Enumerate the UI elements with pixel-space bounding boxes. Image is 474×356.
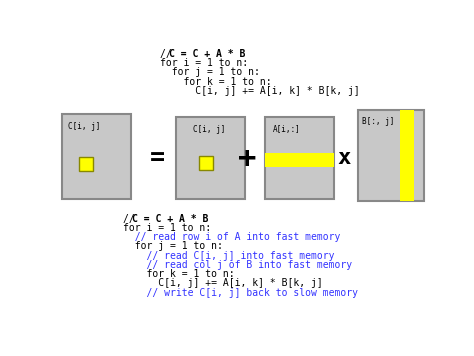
Text: C[i, j] += A[i, k] * B[k, j]: C[i, j] += A[i, k] * B[k, j] (123, 278, 322, 288)
Bar (264, 153, 334, 167)
Text: //: // (123, 214, 140, 224)
Bar (79, 157, 92, 171)
Text: +: + (237, 144, 256, 173)
Text: // read row i of A into fast memory: // read row i of A into fast memory (123, 232, 340, 242)
Text: // write C[i, j] back to slow memory: // write C[i, j] back to slow memory (123, 288, 358, 298)
Text: B[:, j]: B[:, j] (362, 117, 394, 126)
Text: A[i,:]: A[i,:] (273, 125, 300, 134)
Text: // read C[i, j] into fast memory: // read C[i, j] into fast memory (123, 251, 334, 261)
Text: for j = 1 to n:: for j = 1 to n: (123, 241, 223, 251)
Bar (400, 110, 414, 200)
Text: C[i, j]: C[i, j] (192, 125, 225, 134)
Text: for j = 1 to n:: for j = 1 to n: (160, 67, 260, 77)
Text: for i = 1 to n:: for i = 1 to n: (123, 223, 211, 233)
Text: C = C + A * B: C = C + A * B (169, 49, 246, 59)
Text: C[i, j] += A[i, k] * B[k, j]: C[i, j] += A[i, k] * B[k, j] (160, 86, 360, 96)
Text: for k = 1 to n:: for k = 1 to n: (123, 269, 235, 279)
Text: C = C + A * B: C = C + A * B (132, 214, 209, 224)
Text: // read col j of B into fast memory: // read col j of B into fast memory (123, 260, 352, 270)
Bar (264, 117, 334, 199)
Bar (175, 117, 245, 199)
Text: for i = 1 to n:: for i = 1 to n: (160, 58, 248, 68)
Bar (357, 110, 423, 200)
Text: =: = (150, 146, 165, 170)
Text: x: x (338, 148, 351, 168)
Text: C[i, j]: C[i, j] (68, 122, 100, 131)
Text: for k = 1 to n:: for k = 1 to n: (160, 77, 272, 87)
Text: //: // (160, 49, 178, 59)
Bar (199, 156, 213, 170)
Bar (62, 114, 131, 199)
